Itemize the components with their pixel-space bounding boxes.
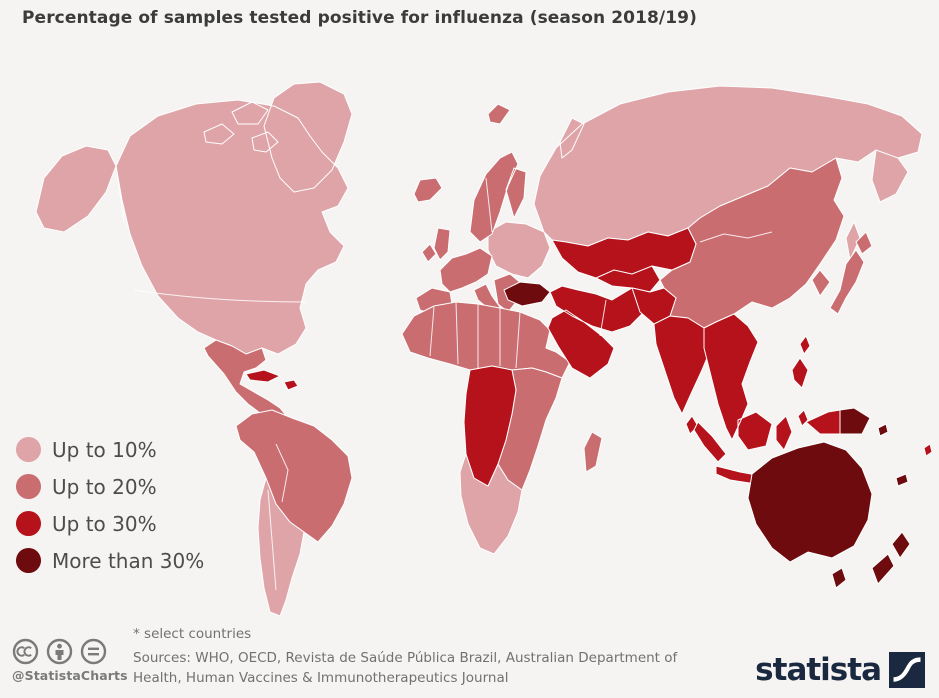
attribution-icon xyxy=(46,638,73,665)
legend-swatch-morethan30 xyxy=(15,547,42,574)
statista-wordmark: statista xyxy=(755,651,882,688)
region-northern-south-america xyxy=(235,409,353,543)
legend-item-upto20: Up to 20% xyxy=(15,468,204,505)
region-fiji xyxy=(923,443,933,457)
legend-item-morethan30: More than 30% xyxy=(15,542,204,579)
region-north-america xyxy=(35,81,353,355)
legend-item-upto10: Up to 10% xyxy=(15,431,204,468)
cc-badge: @StatistaCharts xyxy=(12,638,132,683)
region-mexico-central-america xyxy=(203,339,289,425)
legend-item-upto30: Up to 30% xyxy=(15,505,204,542)
footnote: * select countries xyxy=(133,626,252,642)
map-category-upto20 xyxy=(203,103,873,543)
swatch-circle xyxy=(15,473,42,500)
region-south-asia xyxy=(631,287,713,435)
legend-swatch-upto30 xyxy=(15,510,42,537)
legend-label-upto30: Up to 30% xyxy=(52,511,157,536)
region-madagascar xyxy=(583,431,603,473)
legend-label-morethan30: More than 30% xyxy=(52,548,205,573)
chart-title: Percentage of samples tested positive fo… xyxy=(22,8,697,28)
legend: Up to 10% Up to 20% Up to 30% More than … xyxy=(15,431,204,579)
cc-icons xyxy=(12,638,132,665)
cc-icon xyxy=(12,638,39,665)
statista-charts-handle: @StatistaCharts xyxy=(12,668,128,683)
statista-logo-mark xyxy=(889,652,925,688)
region-north-africa xyxy=(401,301,571,379)
region-russia xyxy=(533,85,923,261)
map-category-upto10 xyxy=(35,81,923,617)
equals-icon xyxy=(80,638,107,665)
country-borders xyxy=(115,165,773,591)
map-category-upto30 xyxy=(245,227,933,487)
map-category-morethan30 xyxy=(503,281,911,589)
legend-swatch-upto20 xyxy=(15,473,42,500)
statista-logo: statista xyxy=(755,652,925,688)
region-central-asia xyxy=(551,227,697,293)
region-turkey xyxy=(503,281,551,307)
region-eastern-europe xyxy=(487,221,551,279)
legend-label-upto10: Up to 10% xyxy=(52,437,157,462)
legend-label-upto20: Up to 20% xyxy=(52,474,157,499)
region-oceania xyxy=(747,407,911,589)
swatch-circle xyxy=(15,510,42,537)
legend-swatch-upto10 xyxy=(15,436,42,463)
region-caribbean xyxy=(245,369,299,391)
region-east-asia xyxy=(659,157,873,329)
region-central-africa xyxy=(463,365,517,487)
sources-text: Sources: WHO, OECD, Revista de Saúde Púb… xyxy=(133,650,678,687)
swatch-circle xyxy=(15,436,42,463)
swatch-circle xyxy=(15,547,42,574)
